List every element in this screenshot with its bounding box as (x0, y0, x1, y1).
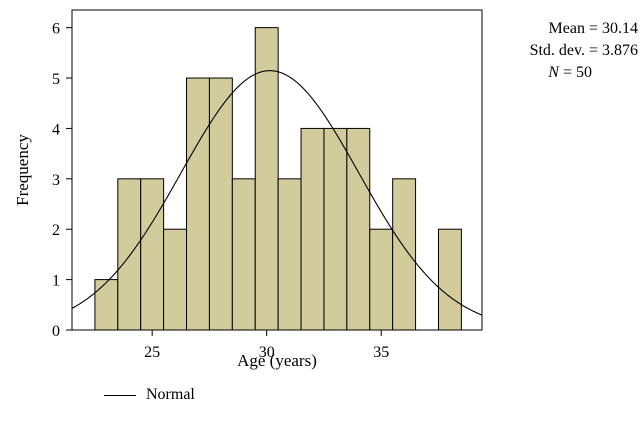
x-tick-label: 30 (259, 344, 275, 361)
histogram-bar (323, 127, 348, 331)
histogram-bar (231, 178, 256, 331)
stat-n: N = 50 (462, 62, 638, 84)
histogram-bar (94, 279, 119, 331)
stat-std-dev: Std. dev. = 3.876 (529, 42, 638, 59)
x-axis-title: Age (years) (237, 351, 317, 370)
axis-ticks: 25 30 35 0 1 2 3 4 5 6 (52, 21, 389, 361)
histogram-bars (94, 27, 462, 331)
y-tick-label: 0 (52, 323, 60, 340)
legend-line-swatch (104, 394, 136, 396)
normal-curve (71, 70, 483, 316)
y-tick-label: 6 (52, 21, 60, 38)
histogram-bar (208, 77, 233, 331)
histogram-bar (300, 127, 325, 331)
histogram-bar (392, 178, 417, 331)
y-tick-label: 3 (52, 172, 60, 189)
y-tick-label: 1 (52, 273, 60, 290)
stats-box: Mean = 30.14 Std. dev. = 3.876 N = 50 (462, 18, 638, 84)
legend-label-normal: Normal (146, 386, 195, 403)
stat-mean: Mean = 30.14 (548, 20, 638, 37)
histogram-bar (369, 228, 394, 331)
histogram-bar (163, 228, 188, 331)
histogram-bar (277, 178, 302, 331)
stat-n-value: = 50 (558, 64, 592, 81)
x-tick-label: 35 (373, 344, 389, 361)
histogram-bar (140, 178, 165, 331)
histogram-bar (437, 228, 462, 331)
y-axis-title: Frequency (13, 134, 32, 206)
y-tick-label: 2 (52, 222, 60, 239)
y-tick-label: 4 (52, 121, 60, 138)
plot-frame (71, 9, 483, 331)
legend: Normal (104, 386, 195, 404)
histogram-bar (186, 77, 210, 331)
histogram-bar (117, 178, 142, 331)
y-tick-label: 5 (52, 71, 60, 88)
x-tick-label: 25 (144, 344, 160, 361)
stat-n-symbol: N (548, 64, 559, 81)
